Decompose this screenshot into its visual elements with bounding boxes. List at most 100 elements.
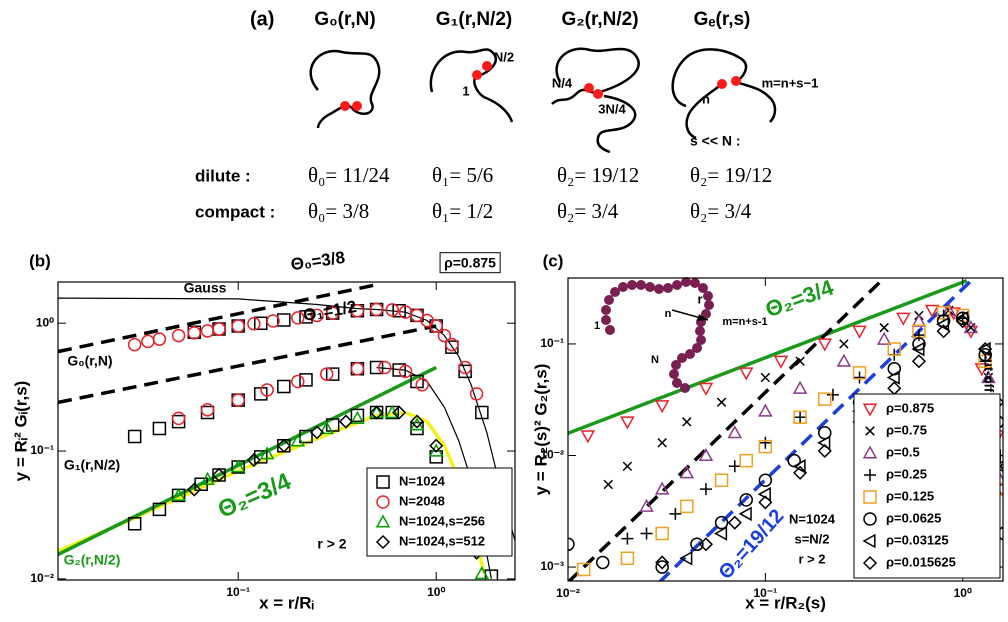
marker xyxy=(350,304,365,318)
marker xyxy=(350,408,365,423)
inset-monomer xyxy=(698,283,708,293)
marker xyxy=(738,506,752,522)
marker xyxy=(699,483,712,496)
marker xyxy=(127,516,142,531)
marker xyxy=(655,526,669,541)
marker xyxy=(319,420,335,435)
x-tick-label: 10⁰ xyxy=(954,586,972,600)
marker xyxy=(680,499,694,514)
diagram-label: n xyxy=(702,91,710,106)
x-tick-label: 10⁻¹ xyxy=(226,585,250,599)
marker xyxy=(429,450,443,464)
marker xyxy=(792,380,808,394)
marker xyxy=(760,372,771,383)
marker xyxy=(369,302,384,317)
marker xyxy=(912,324,926,338)
marker xyxy=(247,317,261,331)
marker xyxy=(200,405,215,420)
y-axis-label: y = Rᵢ² Gᵢ(r,s) xyxy=(11,381,30,482)
marker xyxy=(698,537,714,552)
marker xyxy=(319,367,334,381)
marker xyxy=(127,429,142,444)
panel-label: (c) xyxy=(543,251,564,270)
marker xyxy=(338,414,353,429)
legend-box xyxy=(366,467,513,557)
marker xyxy=(385,303,400,317)
marker xyxy=(793,465,808,480)
marker xyxy=(983,372,994,383)
marker xyxy=(194,477,208,491)
marker xyxy=(978,348,992,362)
marker xyxy=(171,488,186,503)
plot-frame xyxy=(57,281,516,581)
marker xyxy=(864,469,876,481)
legend-label: ρ=0.25 xyxy=(886,466,927,481)
diagram-note: s << N : xyxy=(690,133,741,149)
inset-monomer xyxy=(681,277,691,287)
inset-monomer xyxy=(704,300,714,310)
marker xyxy=(309,425,325,440)
marker xyxy=(817,338,833,352)
marker xyxy=(437,328,452,343)
exponent: θ₂= 19/12 xyxy=(557,163,639,187)
schematics xyxy=(309,47,777,154)
inset-monomer xyxy=(663,283,673,293)
exponent: θ₀= 11/24 xyxy=(308,163,390,187)
marker xyxy=(187,482,202,497)
annotation: r xyxy=(697,291,702,306)
marker xyxy=(679,550,693,566)
marker xyxy=(620,551,635,565)
annotation: cut-off xyxy=(982,352,997,393)
function-title: G₀(r,N) xyxy=(314,9,375,30)
marker xyxy=(887,342,902,356)
marker xyxy=(728,460,741,473)
marker xyxy=(793,410,807,425)
annotation: m=n+s-1 xyxy=(722,316,767,328)
marker xyxy=(376,475,390,489)
marker xyxy=(714,526,728,541)
marker xyxy=(378,360,392,375)
annotation: ρ=0.875 xyxy=(444,255,496,271)
x-tick-label: 10⁻¹ xyxy=(754,586,778,600)
marker xyxy=(759,436,772,449)
marker xyxy=(350,410,365,424)
marker xyxy=(277,313,291,327)
marker xyxy=(773,355,789,369)
annotation: G₁(r,N/2) xyxy=(64,457,120,473)
marker xyxy=(758,495,773,510)
marker xyxy=(758,439,773,454)
x-tick-label: 10⁰ xyxy=(427,585,445,599)
marker xyxy=(714,473,729,487)
marker xyxy=(839,339,849,349)
y-tick-label: 10⁰ xyxy=(36,315,54,329)
marker xyxy=(620,416,635,430)
inset-monomer xyxy=(669,369,679,379)
marker xyxy=(212,468,226,482)
inset-monomer xyxy=(605,325,615,335)
inset-monomer xyxy=(645,282,655,292)
panel-label: (a) xyxy=(250,8,274,30)
inset-monomer xyxy=(618,282,628,292)
marker xyxy=(792,459,806,474)
marker xyxy=(794,411,807,424)
inset-monomer xyxy=(671,360,681,370)
marker xyxy=(852,366,867,380)
inset-monomer xyxy=(604,295,614,305)
marker xyxy=(231,319,245,333)
inset-monomer xyxy=(695,326,705,336)
marker xyxy=(640,527,653,540)
x-tick-label: 10⁻² xyxy=(556,586,580,600)
marker xyxy=(912,329,925,342)
annotation: n xyxy=(665,308,672,320)
marker xyxy=(200,471,215,485)
marker xyxy=(963,320,979,334)
annotation: Θ₁=1/2 xyxy=(302,297,358,325)
plot-area xyxy=(58,282,515,580)
inset-monomer xyxy=(636,280,646,290)
marker xyxy=(299,310,313,324)
y-axis-label: y = R₂(s)² G₂(r,s) xyxy=(531,364,550,496)
marker xyxy=(376,495,390,509)
marker xyxy=(369,405,384,420)
marker xyxy=(410,374,424,389)
